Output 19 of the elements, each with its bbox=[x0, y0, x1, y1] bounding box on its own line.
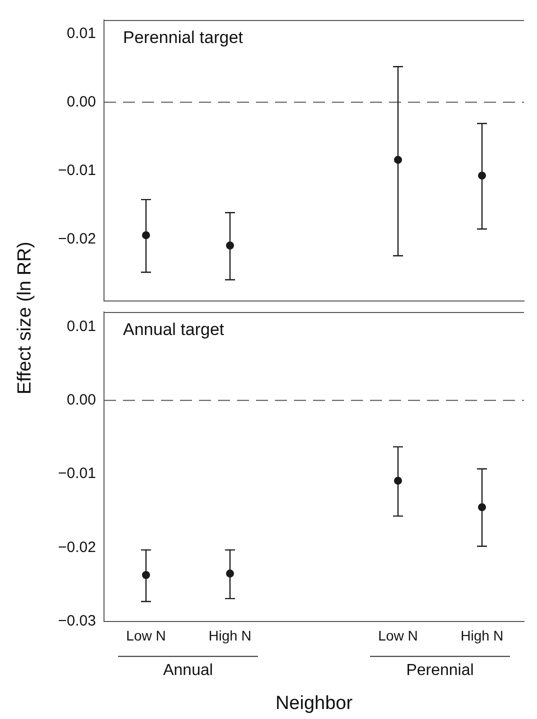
y-tick-label: −0.01 bbox=[58, 465, 96, 482]
y-tick-label: 0.01 bbox=[66, 318, 96, 335]
x-tick-label: High N bbox=[460, 628, 504, 644]
y-axis-title: Effect size (ln RR) bbox=[14, 242, 36, 394]
x-axis-title: Neighbor bbox=[275, 692, 354, 714]
y-tick-label: −0.01 bbox=[58, 162, 96, 179]
x-tick-label: Low N bbox=[126, 628, 166, 644]
text: Perennial bbox=[406, 662, 474, 679]
y-tick-label: 0.01 bbox=[66, 24, 96, 42]
x-tick-label: Low N bbox=[378, 628, 418, 644]
text: Annual target bbox=[123, 320, 224, 340]
y-tick-label: 0.00 bbox=[66, 93, 96, 110]
y-tick-label: −0.02 bbox=[58, 538, 96, 556]
y-tick-label: 0.00 bbox=[66, 392, 96, 409]
y-tick-label: −0.02 bbox=[58, 230, 96, 248]
text: Perennial target bbox=[123, 28, 244, 48]
text: Annual bbox=[163, 662, 213, 679]
x-tick-label: High N bbox=[208, 628, 252, 644]
y-tick-label: −0.03 bbox=[58, 612, 96, 630]
